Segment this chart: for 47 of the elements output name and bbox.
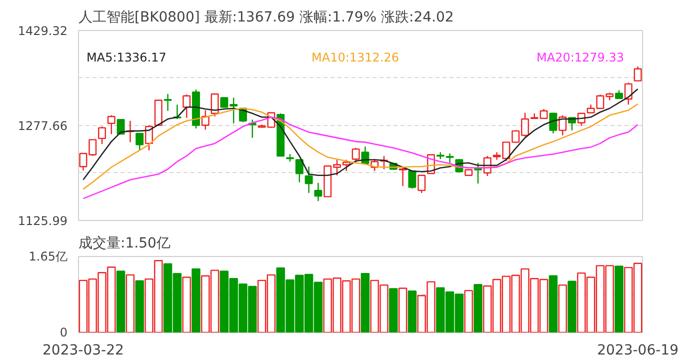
y-tick-label: 1.65亿: [28, 250, 68, 264]
bar: [389, 288, 398, 332]
chart-title: 成交量:1.50亿: [78, 236, 170, 252]
bar: [474, 284, 482, 332]
candlestick: [634, 66, 642, 82]
bar: [182, 276, 191, 332]
candlestick: [210, 93, 219, 118]
candlestick: [98, 126, 106, 145]
bar: [135, 280, 144, 332]
candlestick: [474, 162, 482, 184]
bar: [116, 270, 126, 332]
y-tick-label: 1125.99: [18, 214, 68, 228]
candlestick: [624, 82, 632, 106]
candlestick: [116, 119, 125, 135]
candlestick: [352, 147, 360, 164]
bar: [360, 272, 370, 332]
y-tick-label: 0: [60, 326, 68, 340]
bar: [192, 268, 200, 332]
candlestick: [295, 158, 304, 183]
candlestick: [304, 166, 313, 194]
y-tick-label: 1277.66: [18, 118, 68, 133]
chart-title: 人工智能[BK0800] 最新:1367.69 涨幅:1.79% 涨跌:24.02: [78, 10, 454, 26]
bar: [126, 274, 135, 332]
text: MA20:1279.33: [536, 50, 624, 64]
candlestick: [107, 114, 116, 135]
candlestick: [182, 94, 191, 118]
y-tick-label: 1429.32: [18, 24, 68, 38]
candlestick: [164, 93, 172, 112]
candlestick: [418, 174, 426, 194]
bar: [568, 280, 576, 332]
bar: [558, 284, 567, 332]
bar: [548, 275, 558, 332]
bar: [398, 288, 408, 332]
candlestick: [398, 166, 407, 187]
candlestick: [136, 132, 144, 151]
bar: [614, 266, 624, 332]
candlestick: [446, 152, 454, 164]
bar: [464, 290, 473, 332]
line-series: [82, 116, 638, 200]
candlestick: [314, 182, 322, 202]
bar: [408, 290, 417, 332]
x-tick-label: 2023-03-22: [42, 342, 124, 358]
text: MA5:1336.17: [86, 50, 166, 64]
x-tick-label: 2023-06-19: [597, 342, 678, 358]
candlestick: [408, 170, 416, 190]
candlestick: [558, 114, 567, 136]
text: MA10:1312.26: [312, 50, 399, 64]
